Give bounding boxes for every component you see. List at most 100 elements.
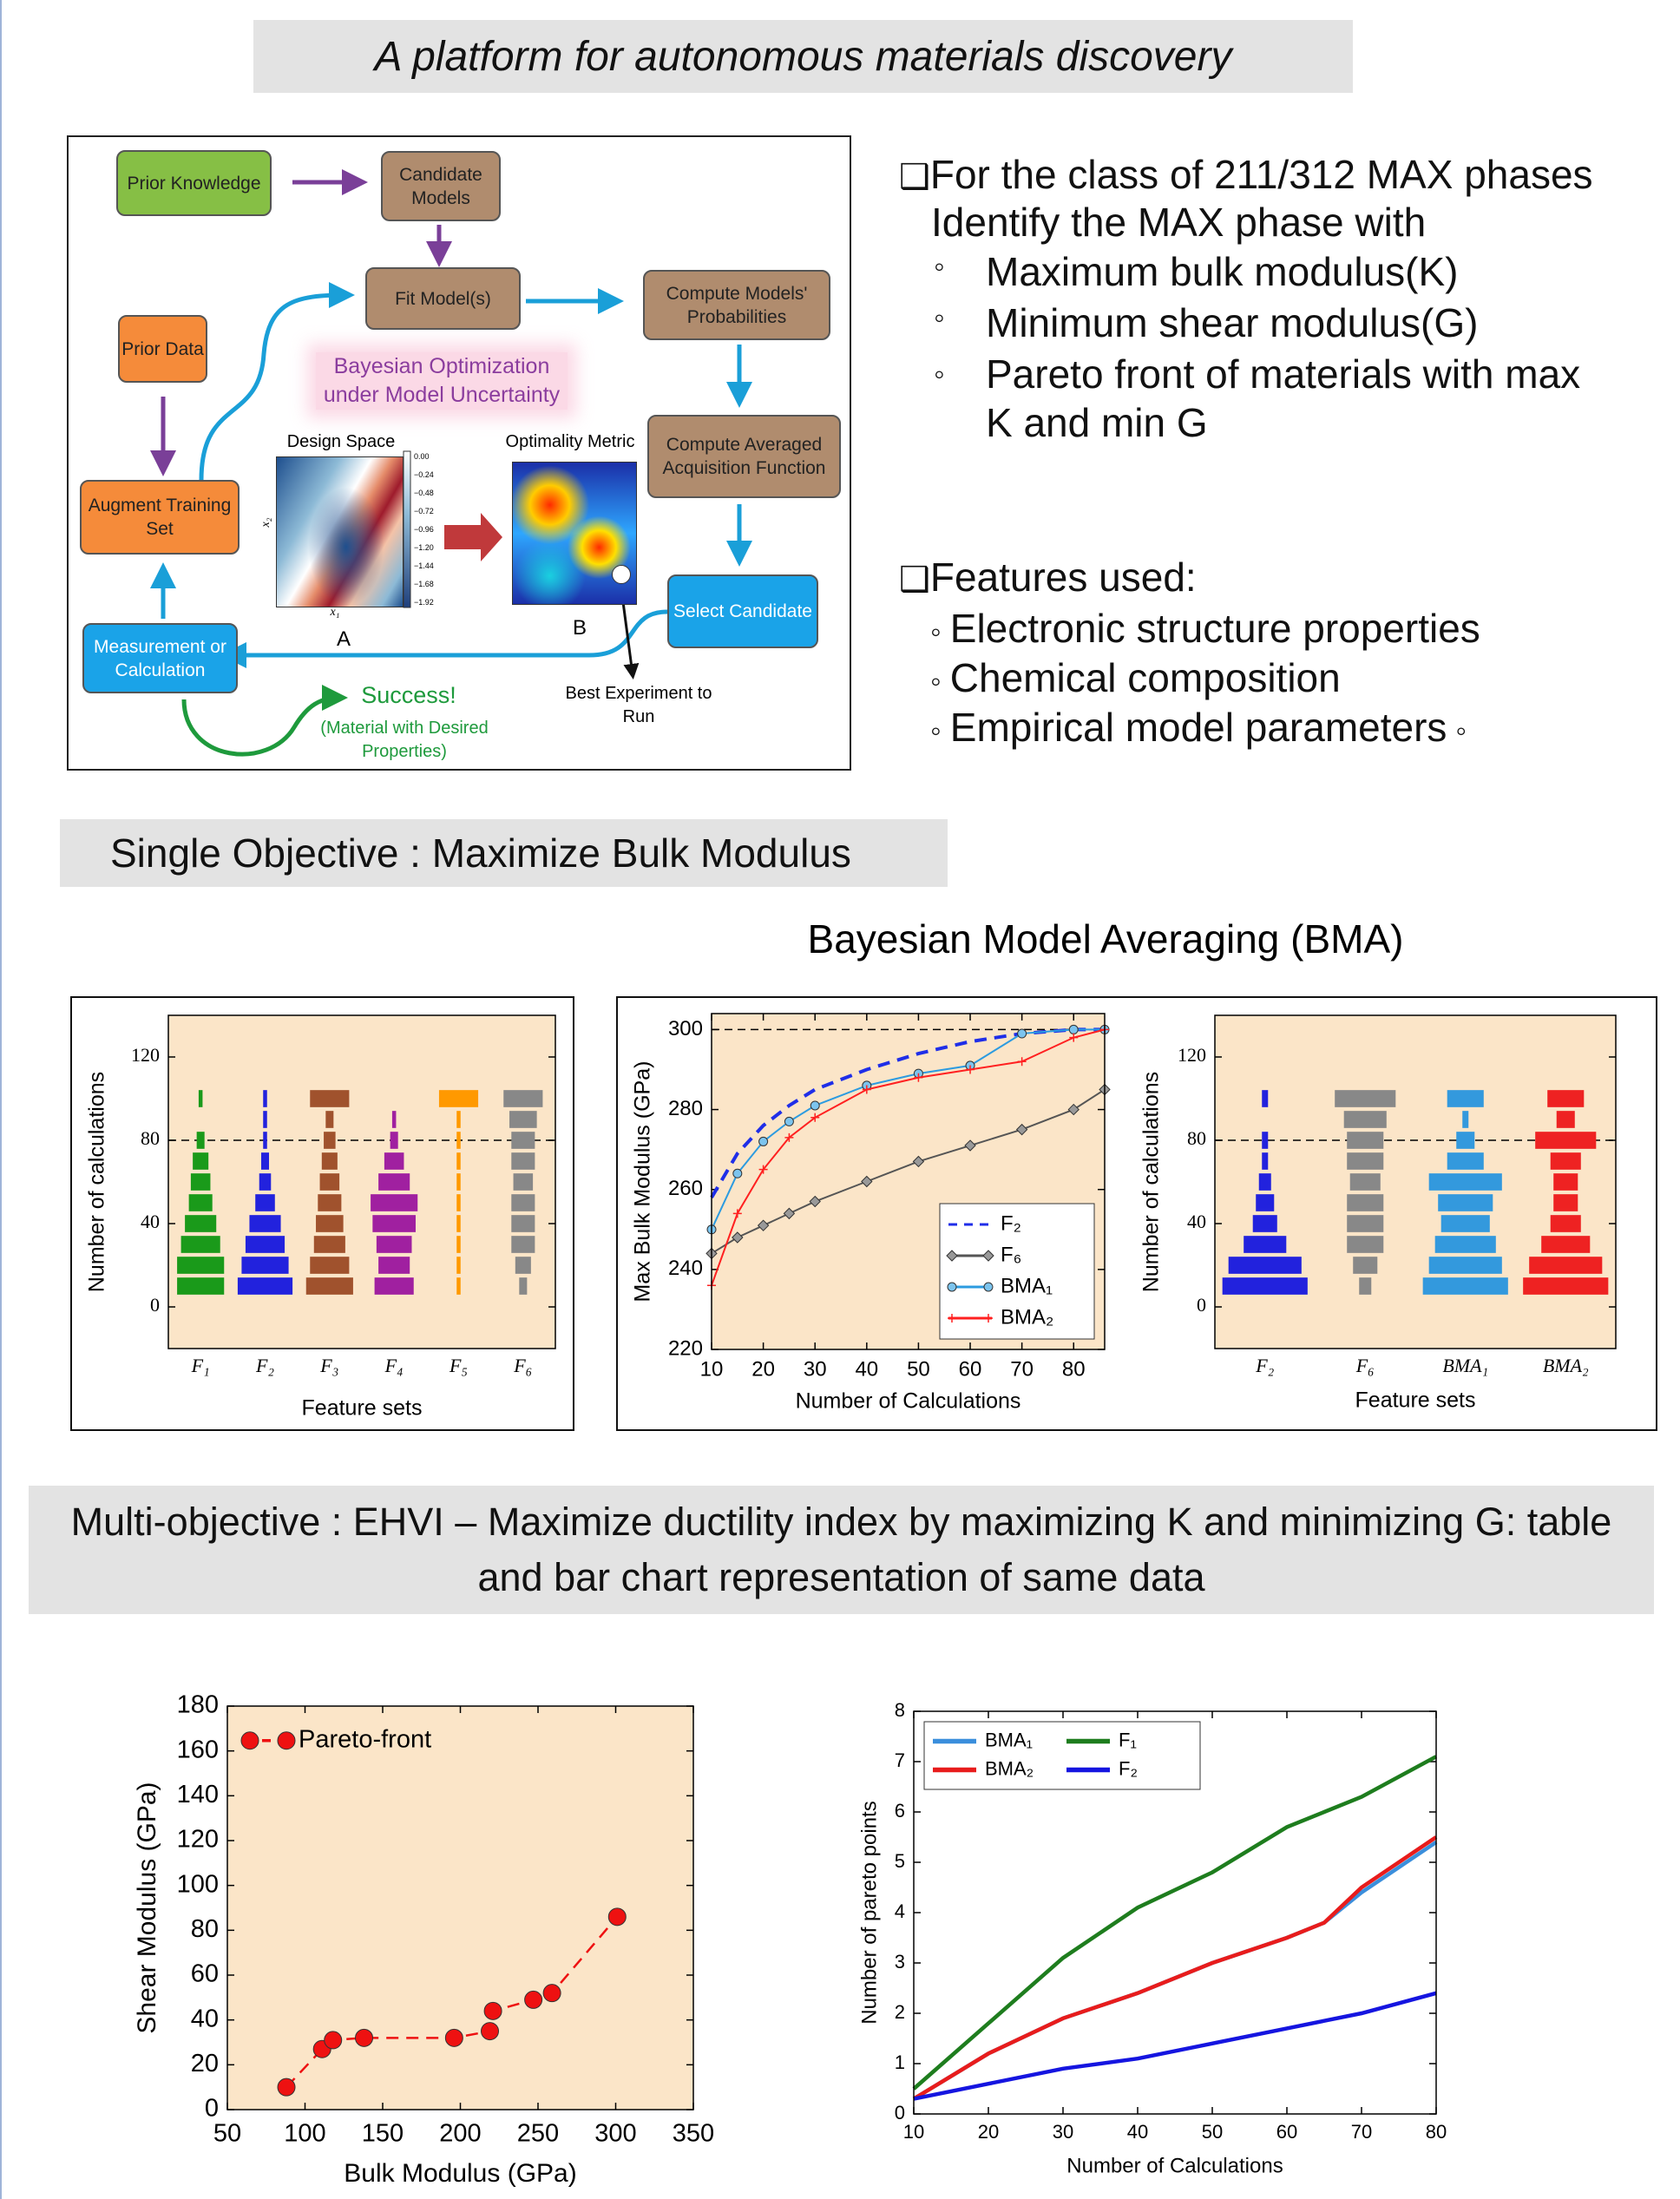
legend-frame <box>924 1722 1200 1789</box>
swarm-band <box>1262 1152 1268 1170</box>
x-axis-title: Feature sets <box>302 1396 423 1421</box>
swarm-band <box>246 1236 285 1253</box>
swarm-band <box>249 1215 280 1232</box>
swarm-band <box>514 1173 534 1191</box>
x-tick-label: 150 <box>362 2120 404 2148</box>
x-tick-label: F₂ <box>1255 1355 1274 1376</box>
x-tick-label: 350 <box>673 2120 714 2148</box>
swarm-band <box>1262 1132 1268 1149</box>
x-tick-label: F₅ <box>449 1355 468 1376</box>
swarm-band <box>1353 1257 1377 1274</box>
swarm-band <box>371 1194 417 1211</box>
y-tick-label: 20 <box>191 2050 219 2078</box>
swarm-band <box>1529 1257 1602 1274</box>
y-tick-label: 5 <box>895 1850 905 1872</box>
swarm-band <box>263 1132 267 1149</box>
swarm-band <box>1347 1236 1383 1253</box>
x-tick-label: 200 <box>439 2120 481 2148</box>
y-tick-label: 0 <box>205 2095 219 2123</box>
x-tick-label: F₁ <box>191 1355 210 1376</box>
swarm-band <box>511 1194 535 1211</box>
y-axis-title: Number of calculations <box>1139 1072 1164 1292</box>
legend-label: BMA₁ <box>1001 1274 1053 1297</box>
legend-label: F₂ <box>1001 1211 1021 1235</box>
swarm-band <box>378 1257 410 1274</box>
swarm-band <box>177 1257 224 1274</box>
swarm-band <box>259 1173 272 1191</box>
data-point <box>810 1101 819 1110</box>
data-point <box>278 2078 295 2096</box>
x-axis-title: Feature sets <box>1355 1388 1476 1413</box>
y-tick-label: 300 <box>668 1017 703 1040</box>
y-tick-label: 80 <box>141 1127 160 1149</box>
y-tick-label: 280 <box>668 1097 703 1120</box>
swarm-band <box>377 1236 412 1253</box>
swarm-band <box>189 1194 213 1211</box>
swarm-band <box>318 1194 341 1211</box>
y-tick-label: 7 <box>895 1749 905 1771</box>
swarm-band <box>1535 1132 1596 1149</box>
y-tick-label: 120 <box>177 1826 219 1854</box>
data-point <box>1069 1025 1078 1034</box>
x-tick-label: 20 <box>978 2121 999 2143</box>
swarm-band <box>261 1152 269 1170</box>
legend-marker <box>278 1732 295 1749</box>
swarm-band <box>199 1090 203 1107</box>
x-tick-label: 80 <box>1426 2121 1447 2143</box>
legend-label: F₁ <box>1119 1729 1137 1750</box>
swarm-band <box>511 1132 535 1149</box>
y-tick-label: 4 <box>895 1900 905 1922</box>
x-tick-label: 50 <box>1202 2121 1223 2143</box>
swarm-band <box>241 1257 288 1274</box>
swarm-band <box>456 1132 461 1149</box>
y-axis-title: Number of calculations <box>85 1072 109 1292</box>
y-tick-label: 60 <box>191 1960 219 1988</box>
x-tick-label: 250 <box>517 2120 559 2148</box>
x-tick-label: 50 <box>213 2120 241 2148</box>
swarm-band <box>390 1132 398 1149</box>
legend-marker <box>241 1732 259 1749</box>
legend-label: BMA₂ <box>1001 1305 1053 1329</box>
y-tick-label: 220 <box>668 1336 703 1360</box>
swarm-band <box>177 1277 224 1295</box>
y-tick-label: 3 <box>895 1951 905 1973</box>
swarm-band <box>456 1215 461 1232</box>
swarm-band <box>320 1173 340 1191</box>
data-point <box>759 1137 768 1145</box>
swarm-band <box>1262 1090 1268 1107</box>
swarm-band <box>456 1111 461 1128</box>
x-tick-label: F₆ <box>513 1355 532 1376</box>
swarm-band <box>1441 1215 1490 1232</box>
swarm-band <box>515 1257 531 1274</box>
x-tick-label: BMA₂ <box>1543 1355 1589 1376</box>
data-point <box>325 2032 342 2049</box>
legend-marker <box>948 1283 956 1291</box>
x-axis-title: Number of Calculations <box>796 1389 1021 1414</box>
swarm-band <box>314 1236 345 1253</box>
legend-marker <box>984 1283 993 1291</box>
swarm-band <box>511 1152 535 1170</box>
x-tick-label: 100 <box>284 2120 325 2148</box>
x-tick-label: F₆ <box>1355 1355 1375 1376</box>
swarm-band <box>1547 1090 1584 1107</box>
x-tick-label: 40 <box>855 1357 878 1381</box>
swarm-band <box>456 1173 461 1191</box>
swarm-band <box>1335 1090 1395 1107</box>
y-tick-label: 240 <box>668 1257 703 1280</box>
x-tick-label: 80 <box>1062 1357 1086 1381</box>
swarm-band <box>456 1257 461 1274</box>
swarm-band <box>1456 1132 1474 1149</box>
data-point <box>543 1985 561 2002</box>
swarm-band <box>1223 1277 1308 1295</box>
x-tick-label: 30 <box>804 1357 827 1381</box>
x-tick-label: 60 <box>959 1357 982 1381</box>
swarm-band <box>1447 1152 1484 1170</box>
plot-area <box>168 1015 555 1349</box>
y-tick-label: 40 <box>1187 1211 1206 1232</box>
y-tick-label: 180 <box>177 1691 219 1719</box>
y-tick-label: 140 <box>177 1781 219 1808</box>
legend-label: F₆ <box>1001 1243 1021 1266</box>
swarm-band <box>456 1277 461 1295</box>
x-tick-label: BMA₁ <box>1442 1355 1488 1376</box>
swarm-band <box>1447 1090 1484 1107</box>
